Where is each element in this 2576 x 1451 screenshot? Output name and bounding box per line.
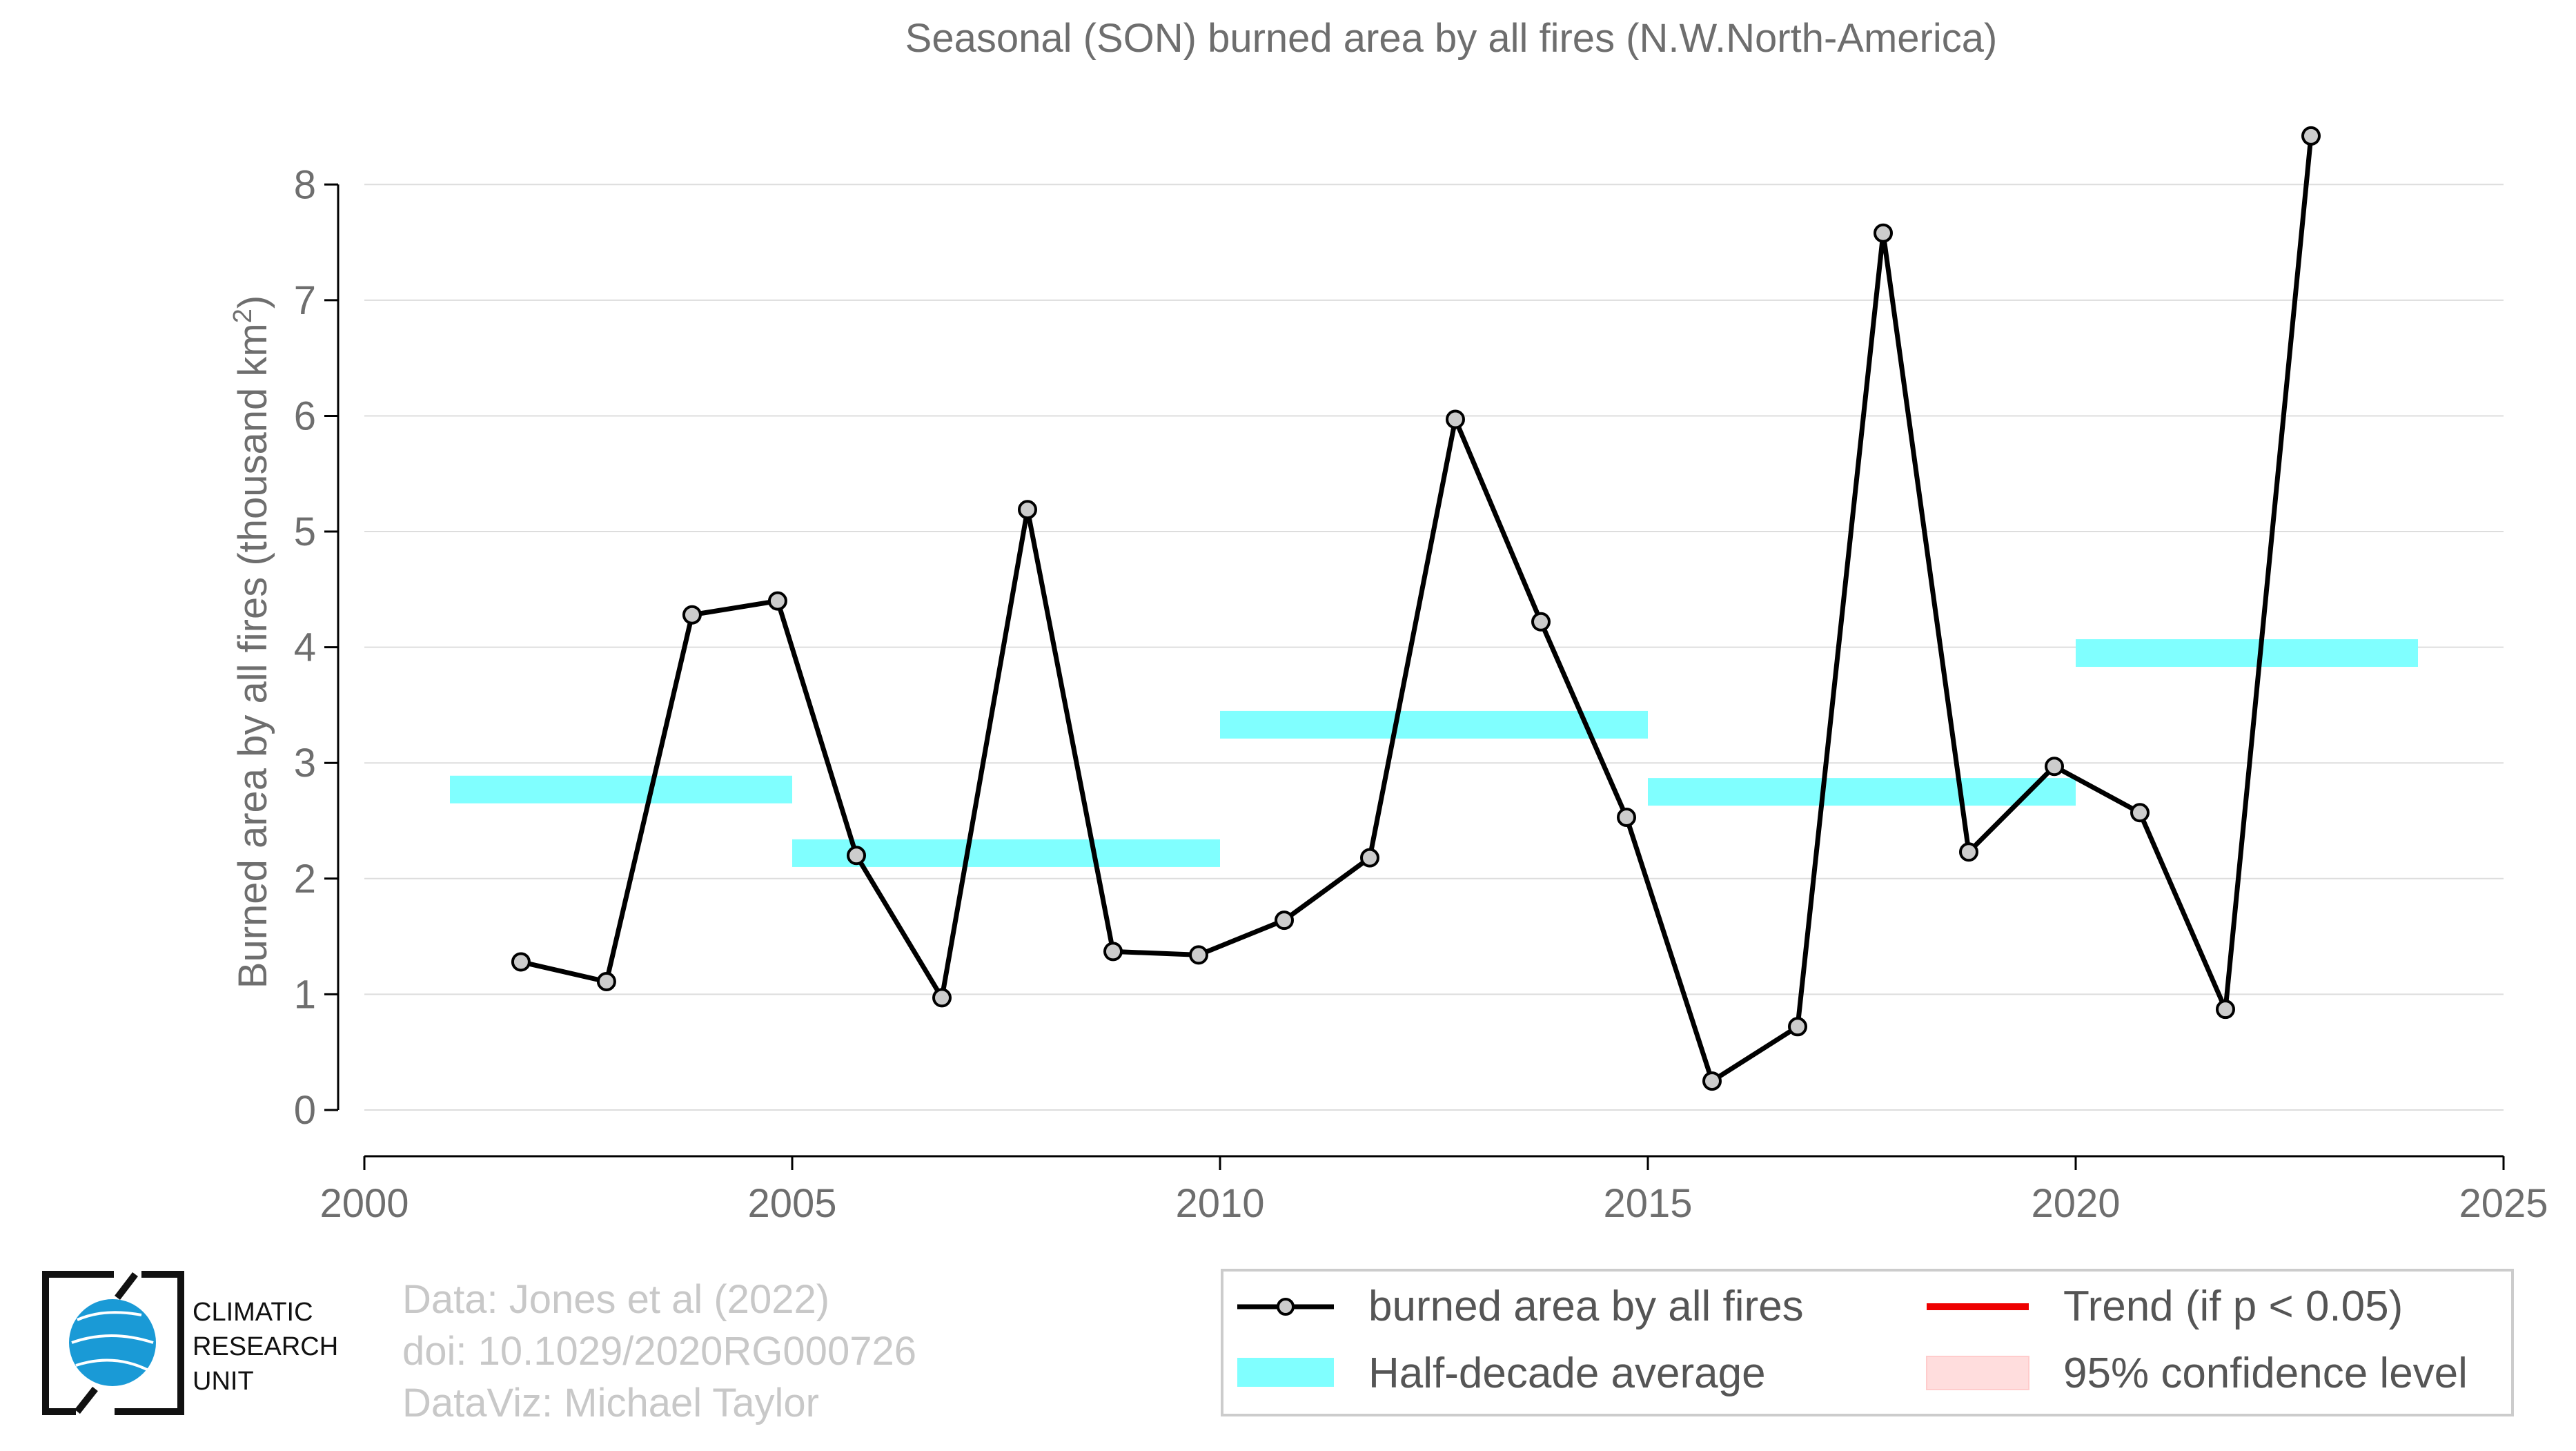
series-line	[520, 135, 2314, 1084]
data-point	[2130, 803, 2150, 823]
data-point	[1617, 807, 1636, 827]
data-point	[1959, 842, 1978, 862]
data-point	[1531, 612, 1551, 632]
logo-line-2: RESEARCH	[193, 1332, 338, 1361]
data-point	[1702, 1071, 1722, 1091]
y-tick-label-6: 6	[294, 393, 316, 438]
axes: 0 1 2 3 4 5 6 7 8 2000 2005 2010 2015 2020 2025	[294, 162, 2548, 1226]
y-axis-label-end: )	[230, 295, 275, 309]
legend-half-decade-swatch	[1237, 1358, 1334, 1387]
x-tick-label-2005: 2005	[747, 1181, 836, 1226]
data-point	[682, 605, 702, 625]
logo-bracket-left	[42, 1271, 114, 1415]
data-point	[1103, 942, 1123, 962]
series-points	[511, 126, 2321, 1091]
globe-swirl-3	[75, 1359, 149, 1372]
x-tick-label-2020: 2020	[2031, 1181, 2120, 1226]
half-decade-bar-2020	[2076, 639, 2418, 668]
legend-box	[1221, 1269, 2514, 1416]
half-decade-bars	[450, 639, 2418, 867]
legend: burned area by all fires Trend (if p < 0…	[1221, 1269, 2514, 1416]
data-point	[767, 591, 787, 611]
data-point	[1446, 409, 1465, 429]
data-point	[1275, 910, 1294, 931]
data-point	[1018, 500, 1037, 520]
legend-confidence-swatch	[1926, 1356, 2029, 1390]
legend-label-half-decade: Half-decade average	[1368, 1350, 1766, 1397]
credit-doi: doi: 10.1029/2020RG000726	[402, 1329, 916, 1374]
y-axis-label-superscript: 2	[228, 309, 257, 323]
globe-swirl-1	[77, 1311, 142, 1321]
y-tick-label-2: 2	[294, 857, 316, 902]
data-point	[596, 971, 616, 991]
data-point	[847, 846, 866, 866]
data-point	[1360, 848, 1379, 868]
credit-data-source: Data: Jones et al (2022)	[402, 1277, 829, 1322]
data-point	[1788, 1017, 1807, 1037]
y-tick-label-7: 7	[294, 278, 316, 323]
y-tick-label-8: 8	[294, 162, 316, 207]
legend-label-confidence: 95% confidence level	[2063, 1350, 2468, 1397]
y-tick-label-1: 1	[294, 972, 316, 1017]
logo-bracket-right	[115, 1271, 184, 1415]
x-tick-label-2000: 2000	[319, 1181, 409, 1226]
y-tick-label-3: 3	[294, 741, 316, 786]
half-decade-bar-2010	[1220, 710, 1648, 739]
x-tick-label-2015: 2015	[1603, 1181, 1692, 1226]
series-line-0	[520, 135, 2314, 1084]
data-point	[2216, 1000, 2235, 1020]
cru-logo: CLIMATIC RESEARCH UNIT	[42, 1271, 338, 1415]
y-tick-label-4: 4	[294, 625, 316, 670]
y-axis-label-main: Burned area by all fires (thousand km	[230, 323, 275, 989]
legend-marker-swatch	[1277, 1298, 1295, 1316]
data-point	[511, 952, 531, 972]
half-decade-bar-2001	[450, 775, 792, 804]
y-tick-label-0: 0	[294, 1088, 316, 1133]
legend-label-trend: Trend (if p < 0.05)	[2063, 1283, 2403, 1330]
logo-bracket-slash-top	[115, 1272, 138, 1301]
data-point	[932, 988, 952, 1008]
data-point	[2301, 126, 2321, 146]
logo-line-1: CLIMATIC	[193, 1298, 313, 1327]
half-decade-bar-2015	[1648, 778, 2076, 806]
chart-title: Seasonal (SON) burned area by all fires …	[905, 16, 1998, 61]
globe-swirl-2	[71, 1334, 154, 1344]
logo-line-3: UNIT	[193, 1367, 254, 1396]
logo-bracket-slash-bottom	[75, 1386, 98, 1414]
y-axis-label: Burned area by all fires (thousand km2)	[228, 295, 275, 989]
data-point	[2045, 757, 2064, 777]
x-tick-label-2025: 2025	[2459, 1181, 2548, 1226]
data-point	[1189, 945, 1208, 965]
y-tick-label-5: 5	[294, 509, 316, 554]
credit-dataviz: DataViz: Michael Taylor	[402, 1381, 819, 1425]
x-tick-label-2010: 2010	[1175, 1181, 1264, 1226]
data-point	[1874, 223, 1893, 243]
legend-label-series: burned area by all fires	[1368, 1283, 1804, 1330]
